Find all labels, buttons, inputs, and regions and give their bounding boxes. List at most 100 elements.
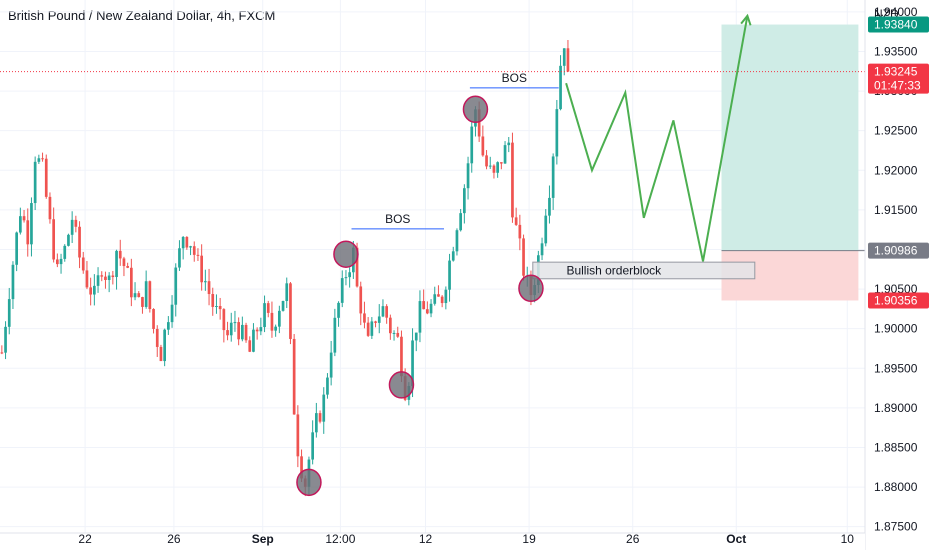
swing-marker xyxy=(296,468,322,497)
candle xyxy=(562,48,566,76)
candle xyxy=(496,161,499,178)
candle xyxy=(318,410,322,424)
candle xyxy=(329,340,333,386)
candle-body xyxy=(133,293,137,298)
x-tick-label: 26 xyxy=(626,532,640,546)
candle-body xyxy=(466,163,470,189)
candle-body xyxy=(215,306,218,308)
candle xyxy=(7,287,11,335)
candle xyxy=(44,154,48,199)
candle xyxy=(503,141,507,164)
candle xyxy=(181,235,185,260)
candle-body xyxy=(389,317,392,334)
candle-body xyxy=(30,203,33,245)
candle-body xyxy=(414,332,418,341)
candle xyxy=(163,328,166,367)
swing-marker xyxy=(333,240,359,268)
candle xyxy=(144,270,148,309)
y-tick-label: 1.89500 xyxy=(874,361,918,375)
candle-body xyxy=(130,267,133,298)
candle-body xyxy=(448,260,451,290)
candle-body xyxy=(463,188,466,214)
candle-body xyxy=(470,126,474,164)
candle xyxy=(437,285,440,297)
candle-body xyxy=(152,309,155,329)
candle xyxy=(74,215,78,233)
candle xyxy=(359,281,363,326)
x-tick-label: 19 xyxy=(522,532,536,546)
bos-annotation: BOS xyxy=(469,71,559,89)
candle xyxy=(148,280,152,313)
x-tick-label: 26 xyxy=(167,532,181,546)
candle-body xyxy=(540,243,544,256)
candle-body xyxy=(137,293,141,298)
candle-body xyxy=(204,281,207,283)
time-axis: 22 26 Sep 12:00 12 19 26 Oct 10 xyxy=(0,532,865,550)
candle xyxy=(226,321,229,341)
candle xyxy=(122,256,126,277)
stop-price-tag-bg xyxy=(868,292,929,309)
candle-body xyxy=(562,48,566,66)
candle-body xyxy=(255,329,259,332)
y-tick-label: 1.87500 xyxy=(874,520,918,534)
candle-body xyxy=(322,394,326,422)
candle xyxy=(322,387,326,434)
candle xyxy=(241,316,244,342)
candle xyxy=(344,270,348,286)
candle-body xyxy=(211,294,215,307)
candle-body xyxy=(81,257,85,271)
candle-body xyxy=(344,277,348,279)
candle-body xyxy=(548,197,551,216)
candle xyxy=(381,299,385,318)
candle xyxy=(281,300,285,312)
bos-label: BOS xyxy=(385,212,410,226)
candle-body xyxy=(48,196,52,220)
candle-body xyxy=(85,270,89,288)
candle xyxy=(56,253,59,268)
candle-body xyxy=(192,246,196,255)
candle-body xyxy=(355,247,359,287)
y-tick-label: 1.90000 xyxy=(874,322,918,336)
candle xyxy=(315,402,318,438)
candle xyxy=(455,228,459,256)
candle xyxy=(348,267,351,288)
candle xyxy=(370,317,374,340)
candle-body xyxy=(333,317,337,353)
candle xyxy=(333,308,337,357)
candle-body xyxy=(300,456,303,479)
candle-body xyxy=(148,281,152,310)
candle xyxy=(189,245,192,256)
candle xyxy=(444,286,448,310)
candle-body xyxy=(100,275,104,277)
candle xyxy=(270,301,274,338)
candle-body xyxy=(70,219,74,235)
candle xyxy=(255,327,259,340)
candle-body xyxy=(292,338,296,415)
candle-body xyxy=(437,294,440,297)
candle-body xyxy=(115,250,118,278)
candle xyxy=(481,125,485,157)
candle-body xyxy=(189,246,192,248)
candle xyxy=(185,236,189,250)
candle-body xyxy=(89,287,92,295)
candle-body xyxy=(451,251,455,261)
candle xyxy=(559,55,562,111)
candle-body xyxy=(22,216,26,221)
candle xyxy=(433,286,437,306)
y-tick-label: 1.88500 xyxy=(874,440,918,454)
candle-body xyxy=(385,306,388,318)
x-tick-label: Sep xyxy=(252,532,274,546)
candle-body xyxy=(63,245,67,259)
candle-body xyxy=(52,219,55,260)
candle-body xyxy=(144,281,148,307)
candle-body xyxy=(485,155,488,167)
candle xyxy=(15,231,18,272)
candle-body xyxy=(200,255,203,283)
candle-body xyxy=(241,324,244,340)
candle xyxy=(463,184,466,224)
candle xyxy=(52,207,55,263)
candle-body xyxy=(4,326,7,353)
candle-body xyxy=(392,332,396,334)
candle xyxy=(507,137,511,153)
